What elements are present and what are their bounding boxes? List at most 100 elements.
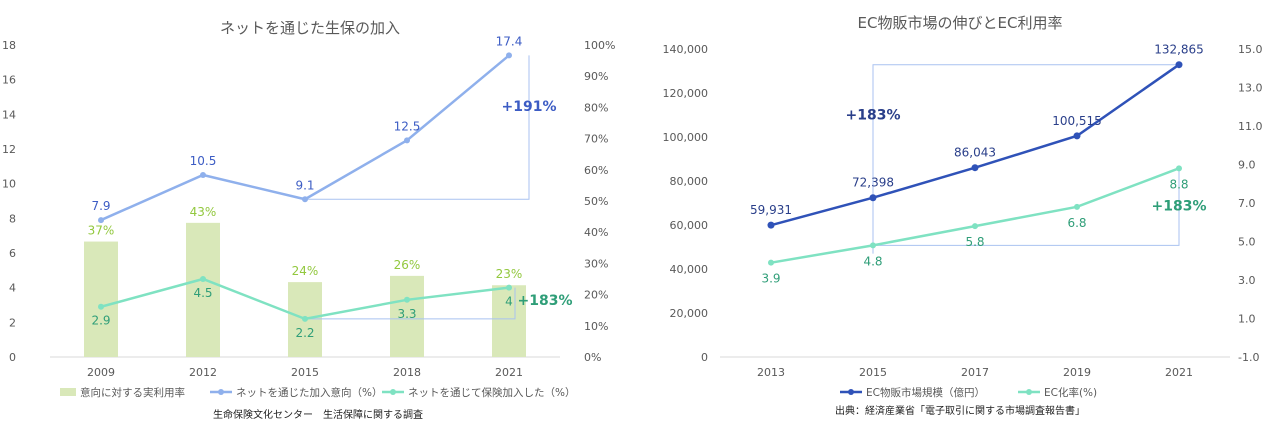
chart-net-insurance: ネットを通じた生保の加入 0 2 4 6 8 10 12 14 16 18 0% 10% 20% 30%… [2,19,615,421]
bar [186,222,220,357]
x-tick-label: 2013 [757,366,785,379]
line-data-label: 132,865 [1154,43,1204,57]
y2-tick-label: 1.0 [1238,313,1256,326]
x-axis-ticks: 2009 2012 2015 2018 2021 [50,356,560,379]
y2-tick-label: 13.0 [1238,82,1263,95]
y-tick-label: 60,000 [670,219,709,232]
bar-data-label: 43% [190,205,217,219]
annotation-label: +191% [502,99,557,115]
legend-label: EC物販市場規模（億円） [866,386,985,399]
line-data-label: 4.5 [193,286,212,300]
y2-tick-label: 3.0 [1238,274,1256,287]
y2-tick-label: 40% [584,226,608,239]
y-tick-label: 120,000 [663,87,709,100]
y2-tick-label: 100% [584,39,615,52]
data-point [404,296,410,303]
legend: 意向に対する実利用率 ネットを通じた加入意向（%） ネットを通じて保険加入した（%） [60,386,575,399]
line-data-label: 59,931 [750,203,792,217]
series-line [100,54,510,222]
bar-data-label: 37% [88,224,115,238]
guide-line [873,168,1180,246]
legend-label: ネットを通じて保険加入した（%） [408,386,575,399]
data-point [404,137,410,144]
data-point [1074,203,1080,210]
line-data-label: 86,043 [954,146,996,160]
x-tick-label: 2012 [189,366,217,379]
legend-swatch [60,388,76,396]
line-data-label: 7.9 [91,199,110,213]
y2-tick-label: 9.0 [1238,159,1256,172]
y2-tick-label: 15.0 [1238,43,1263,56]
y2-tick-label: -1.0 [1238,351,1259,364]
y-tick-label: 140,000 [663,43,709,56]
x-tick-label: 2017 [961,366,989,379]
line-data-label: 10.5 [190,154,217,168]
y-tick-label: 8 [9,212,16,225]
legend-label: EC化率(%) [1044,386,1097,399]
legend-label: ネットを通じた加入意向（%） [236,386,382,399]
line-data-label: 100,515 [1052,114,1102,128]
y2-tick-label: 90% [584,70,608,83]
annotation-label: +183% [518,293,573,309]
y-tick-label: 20,000 [670,307,709,320]
data-point [506,284,512,291]
data-point [1073,132,1081,140]
data-point [869,194,877,202]
y2-tick-label: 5.0 [1238,236,1256,249]
chart-ec-market: EC物販市場の伸びとEC利用率 0 20,000 40,000 60,000 80,00… [663,14,1263,417]
source-note: 生命保険文化センター 生活保障に関する調査 [213,408,423,421]
line-data-label: 2.2 [295,326,314,340]
y-tick-label: 80,000 [670,175,709,188]
line-data-label: 3.3 [397,307,416,321]
line-data-label: 4.8 [863,254,882,268]
y-tick-label: 6 [9,247,16,260]
source-note: 出典：経済産業省「電子取引に関する市場調査報告書」 [835,404,1085,417]
guide-line [872,64,1179,254]
data-point [200,276,206,282]
x-tick-label: 2015 [859,366,887,379]
legend-marker [390,389,396,395]
annotation-guides [305,55,530,320]
line-data-label: 2.9 [91,314,110,328]
y2-tick-label: 50% [584,195,608,208]
y-tick-label: 10 [2,178,16,191]
data-point [302,315,308,322]
legend-marker [218,389,224,395]
line-series [98,52,512,322]
left-axis-ticks: 0 20,000 40,000 60,000 80,000 100,000 120,000 1… [663,43,709,364]
bar-data-label: 23% [496,267,523,281]
legend-marker [1026,389,1032,395]
data-point [506,52,512,59]
annotation-guides [872,64,1180,254]
line-data-label: 4 [505,295,513,309]
data-point [971,164,979,172]
x-tick-label: 2021 [1165,366,1193,379]
y-tick-label: 16 [2,74,16,87]
x-tick-label: 2021 [495,366,523,379]
right-axis-ticks: -1.0 1.0 3.0 5.0 7.0 9.0 11.0 13.0 15.0 [1238,43,1263,364]
bar [84,241,118,357]
y-tick-label: 40,000 [670,263,709,276]
y2-tick-label: 70% [584,133,608,146]
line-data-label: 3.9 [761,272,780,286]
x-tick-label: 2009 [87,366,115,379]
data-labels: 37% 43% 24% 26% 23% 7.9 10.5 9.1 12.5 17.4 2.9 4.5 2… [88,34,523,339]
y2-tick-label: 30% [584,257,608,270]
line-series [767,61,1183,266]
y2-tick-label: 11.0 [1238,120,1263,133]
y-tick-label: 12 [2,143,16,156]
data-point [1176,165,1182,172]
left-axis-ticks: 0 2 4 6 8 10 12 14 16 18 [2,39,16,364]
annotation-label: +183% [1152,199,1207,215]
right-axis-ticks: 0% 10% 20% 30% 40% 50% 60% 70% 80% 90% 100% [584,39,615,364]
line-data-label: 72,398 [852,176,894,190]
data-point [98,303,104,310]
y-tick-label: 0 [9,351,16,364]
bar-data-label: 26% [394,258,421,272]
bar [492,285,526,357]
guide-line [305,55,530,200]
bar-data-label: 24% [292,264,319,278]
line-data-label: 8.8 [1169,177,1188,191]
y2-tick-label: 10% [584,320,608,333]
